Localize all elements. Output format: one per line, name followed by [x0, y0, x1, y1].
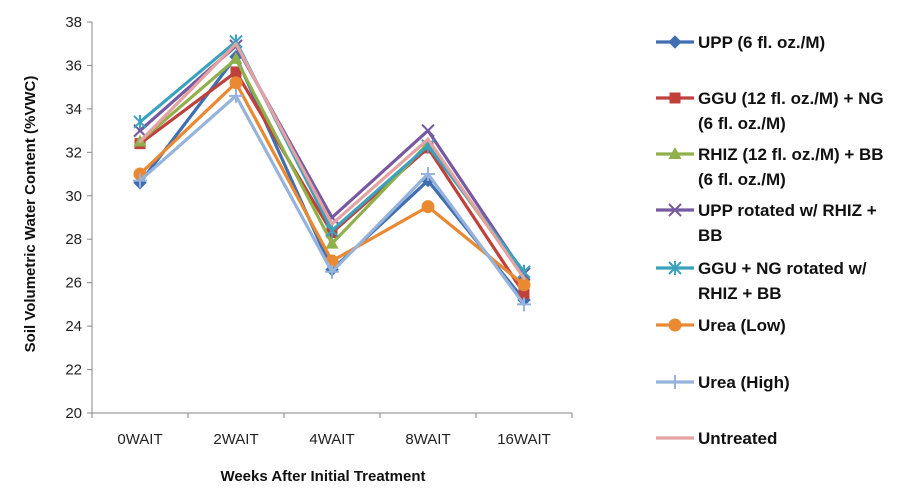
y-tick-label: 30: [65, 188, 82, 205]
series-layer: [133, 34, 531, 312]
legend-label: UPP rotated w/ RHIZ +: [698, 201, 877, 220]
series-line: [138, 42, 526, 280]
x-tick-label: 16WAIT: [497, 431, 551, 448]
legend-label: GGU + NG rotated w/: [698, 259, 867, 278]
legend-swatch-marker: [669, 92, 681, 104]
legend-swatch-marker: [668, 375, 682, 389]
data-point: [517, 297, 531, 312]
series-7: [133, 88, 531, 312]
legend-label: (6 fl. oz./M): [698, 114, 786, 133]
legend-entry: UPP (6 fl. oz./M): [656, 33, 825, 52]
data-point: [229, 76, 243, 90]
data-point: [229, 88, 243, 103]
y-tick-label: 20: [65, 405, 82, 422]
chart-axes: 20 22 24 26 28 30 32 34 36 38 0WAIT 2WAIT 4WAIT 8WAIT…: [65, 14, 573, 448]
data-point: [325, 264, 339, 279]
legend-swatch-marker: [668, 35, 682, 49]
legend-entry: UPP rotated w/ RHIZ + BB: [656, 201, 877, 245]
x-tick-label: 0WAIT: [117, 431, 162, 448]
legend-label: (6 fl. oz./M): [698, 170, 786, 189]
data-point: [133, 173, 147, 188]
y-axis-title: Soil Volumetric Water Content (%VWC): [22, 76, 39, 353]
legend-label: BB: [698, 226, 723, 245]
legend-label: UPP (6 fl. oz./M): [698, 33, 825, 52]
legend-label: RHIZ + BB: [698, 284, 782, 303]
legend-entry: Urea (Low): [656, 316, 786, 335]
data-point: [133, 114, 147, 129]
data-point: [517, 278, 531, 292]
series-6: [133, 76, 531, 292]
y-tick-label: 24: [65, 318, 82, 335]
legend-label: Untreated: [698, 429, 777, 448]
legend: UPP (6 fl. oz./M) GGU (12 fl. oz./M) + NG…: [656, 33, 884, 448]
legend-entry: GGU (12 fl. oz./M) + NG (6 fl. oz./M): [656, 89, 884, 133]
y-tick-label: 34: [65, 101, 82, 118]
legend-swatch-marker: [668, 203, 682, 217]
data-point: [421, 123, 435, 138]
y-tick-label: 28: [65, 231, 82, 248]
legend-swatch-marker: [668, 318, 682, 332]
x-tick-label: 8WAIT: [405, 431, 450, 448]
legend-swatch-marker: [668, 147, 682, 159]
y-tick-label: 36: [65, 57, 82, 74]
legend-label: GGU (12 fl. oz./M) + NG: [698, 89, 884, 108]
legend-label: Urea (High): [698, 373, 790, 392]
legend-entry: GGU + NG rotated w/RHIZ + BB: [656, 259, 867, 303]
x-tick-label: 4WAIT: [309, 431, 354, 448]
legend-entry: Urea (High): [656, 373, 790, 392]
legend-entry: RHIZ (12 fl. oz./M) + BB (6 fl. oz./M): [656, 145, 884, 189]
series-8: [138, 42, 526, 280]
y-tick-label: 38: [65, 14, 82, 31]
legend-swatch-marker: [668, 261, 682, 275]
legend-label: RHIZ (12 fl. oz./M) + BB: [698, 145, 884, 164]
y-tick-label: 22: [65, 362, 82, 379]
data-point: [518, 288, 530, 300]
data-point: [421, 200, 435, 214]
x-tick-label: 2WAIT: [213, 431, 258, 448]
y-tick-label: 26: [65, 275, 82, 292]
data-point: [230, 66, 242, 78]
y-tick-label: 32: [65, 144, 82, 161]
data-point: [325, 223, 339, 238]
data-point: [325, 236, 339, 249]
legend-entry: Untreated: [656, 429, 777, 448]
data-point: [421, 167, 435, 182]
legend-label: Urea (Low): [698, 316, 786, 335]
data-point: [229, 51, 243, 64]
x-axis-title: Weeks After Initial Treatment: [220, 468, 425, 485]
